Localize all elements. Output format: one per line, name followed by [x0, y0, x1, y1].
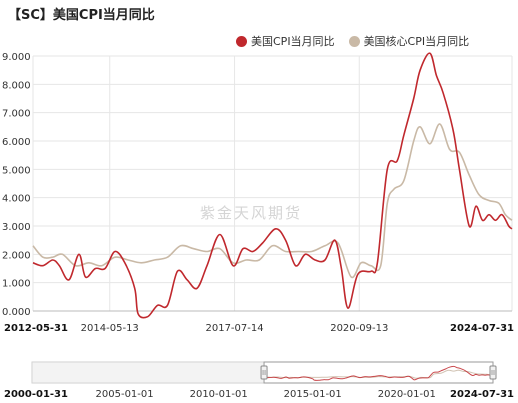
- navigator-handle-right[interactable]: [489, 365, 497, 380]
- y-tick-label: 1.000: [2, 279, 31, 290]
- y-axis: 9.000 8.000 7.000 6.000 5.000 4.000 3.000 2.000…: [2, 52, 31, 318]
- legend-item-core-cpi[interactable]: 美国核心CPI当月同比: [348, 33, 470, 49]
- navigator-unselected-mask: [32, 362, 265, 383]
- range-navigator[interactable]: 2000-01-31 2005-01-01 2010-01-01 2015-01-01…: [4, 361, 514, 400]
- navigator-handle-body: [489, 365, 497, 380]
- y-tick-label: 8.000: [2, 80, 31, 91]
- y-tick-label: 6.000: [2, 137, 31, 148]
- legend-marker-cpi: [236, 35, 247, 47]
- navigator-tick-label: 2024-07-31: [450, 389, 514, 400]
- x-tick-label: 2020-09-13: [330, 323, 388, 334]
- legend: 美国CPI当月同比 美国核心CPI当月同比: [236, 33, 483, 49]
- y-tick-label: 4.000: [2, 194, 31, 205]
- navigator-tick-label: 2020-01-01: [378, 389, 436, 400]
- grid: [32, 55, 513, 312]
- y-tick-label: 9.000: [2, 52, 31, 63]
- navigator-tick-label: 2010-01-01: [190, 389, 248, 400]
- series-line-core-cpi: [32, 123, 513, 279]
- x-tick-label: 2024-07-31: [450, 323, 514, 334]
- navigator-handle-left[interactable]: [260, 365, 268, 380]
- y-tick-label: 2.000: [2, 250, 31, 261]
- watermark: 紫金天风期货: [200, 204, 303, 222]
- navigator-series: [263, 365, 494, 381]
- legend-label-cpi: 美国CPI当月同比: [251, 35, 335, 48]
- legend-marker-core-cpi: [348, 35, 360, 47]
- chart-title: 【SC】美国CPI当月同比: [8, 8, 155, 23]
- series-line-cpi: [32, 52, 513, 319]
- y-tick-label: 7.000: [2, 109, 31, 120]
- x-axis: 2012-05-31 2014-05-13 2017-07-14 2020-09-13…: [4, 310, 514, 334]
- x-tick-label: 2012-05-31: [4, 323, 68, 334]
- navigator-tick-label: 2000-01-31: [4, 389, 68, 400]
- plot-area: [32, 52, 513, 319]
- navigator-tick-label: 2015-01-01: [284, 389, 342, 400]
- navigator-tick-label: 2005-01-01: [96, 389, 154, 400]
- navigator-handle-body: [260, 365, 268, 380]
- legend-item-cpi[interactable]: 美国CPI当月同比: [236, 33, 335, 49]
- legend-label-core-cpi: 美国核心CPI当月同比: [363, 35, 470, 48]
- x-tick-label: 2017-07-14: [205, 323, 263, 334]
- y-tick-label: 0.000: [2, 307, 31, 318]
- y-tick-label: 5.000: [2, 165, 31, 176]
- y-tick-label: 3.000: [2, 222, 31, 233]
- x-tick-label: 2014-05-13: [81, 323, 139, 334]
